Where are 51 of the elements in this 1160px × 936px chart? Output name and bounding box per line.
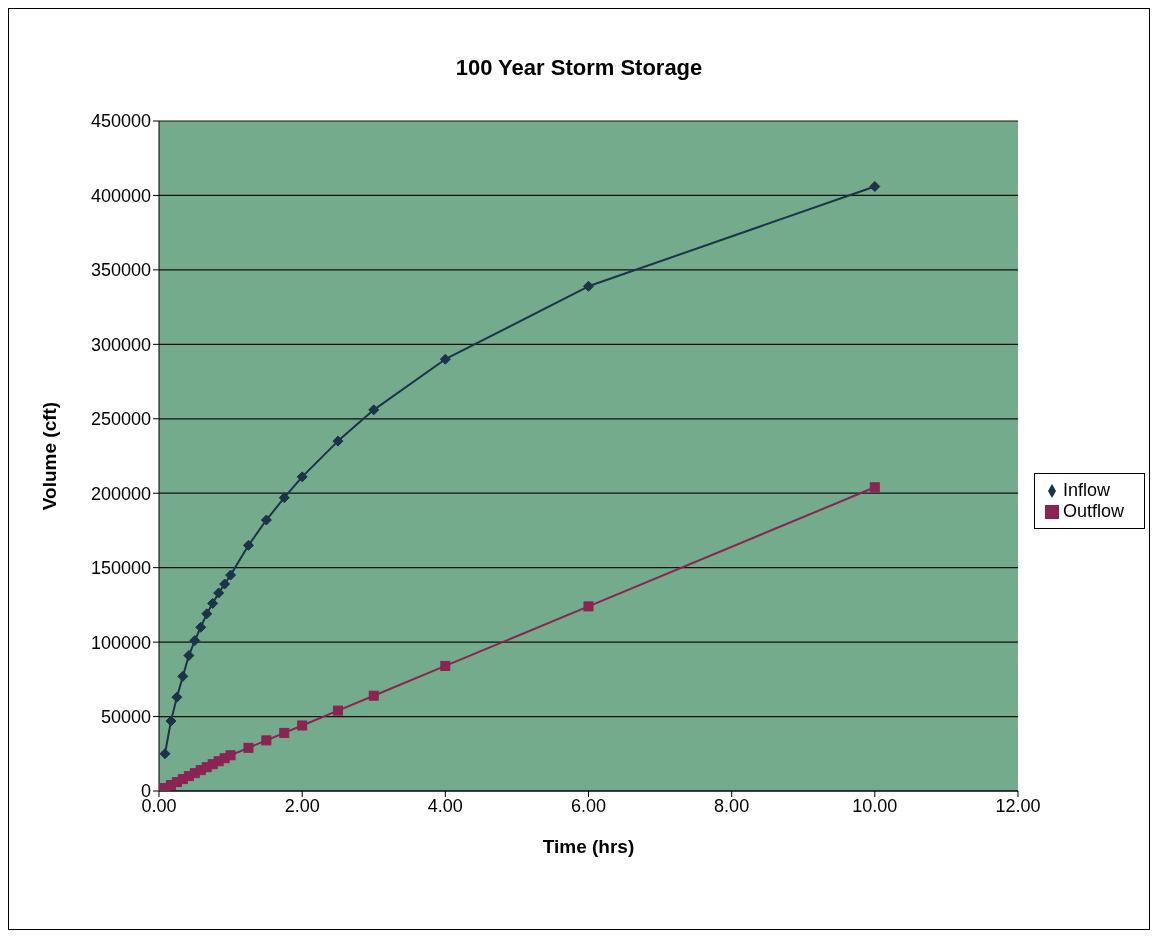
point <box>869 482 880 493</box>
point <box>189 635 201 647</box>
point <box>296 471 308 483</box>
y-axis-title: Volume (cft) <box>38 401 60 511</box>
x-tick-label: 12.00 <box>995 795 1041 816</box>
point <box>165 715 177 727</box>
point <box>207 597 219 609</box>
chart-title: 100 Year Storm Storage <box>454 54 704 81</box>
y-tick-label: 300000 <box>90 334 151 355</box>
legend-label: Outflow <box>1062 501 1124 521</box>
point <box>332 705 343 716</box>
point <box>243 742 254 753</box>
point <box>583 601 594 612</box>
point <box>297 720 308 731</box>
x-tick-label: 10.00 <box>852 795 898 816</box>
y-tick-label: 200000 <box>90 483 151 504</box>
point <box>278 492 290 504</box>
x-tick-label: 6.00 <box>570 795 607 816</box>
point <box>260 514 272 526</box>
point <box>195 621 207 633</box>
point <box>368 690 379 701</box>
point <box>225 750 236 761</box>
y-tick-label: 250000 <box>90 409 151 430</box>
point <box>219 578 231 590</box>
point <box>201 608 213 620</box>
point <box>213 587 225 599</box>
y-tick-label: 350000 <box>90 260 151 281</box>
y-tick-label: 450000 <box>90 111 151 132</box>
point <box>261 735 272 746</box>
y-tick-label: 50000 <box>100 706 151 727</box>
point <box>332 435 344 447</box>
point <box>439 353 451 365</box>
point <box>159 748 171 760</box>
point <box>171 691 183 703</box>
point <box>869 181 881 193</box>
x-tick-label: 8.00 <box>714 795 750 816</box>
point <box>368 404 380 416</box>
x-axis-title: Time (hrs) <box>542 836 635 857</box>
x-tick-label: 2.00 <box>284 795 320 816</box>
point <box>279 727 290 738</box>
point <box>440 660 451 671</box>
point <box>582 280 594 292</box>
point <box>225 569 237 581</box>
point <box>183 650 195 662</box>
y-tick-label: 400000 <box>90 185 151 206</box>
x-tick-label: 4.00 <box>427 795 463 816</box>
y-tick-label: 100000 <box>90 632 151 653</box>
point <box>242 539 254 551</box>
point <box>177 670 189 682</box>
y-tick-label: 150000 <box>90 558 151 579</box>
legend-label: Inflow <box>1062 480 1110 500</box>
